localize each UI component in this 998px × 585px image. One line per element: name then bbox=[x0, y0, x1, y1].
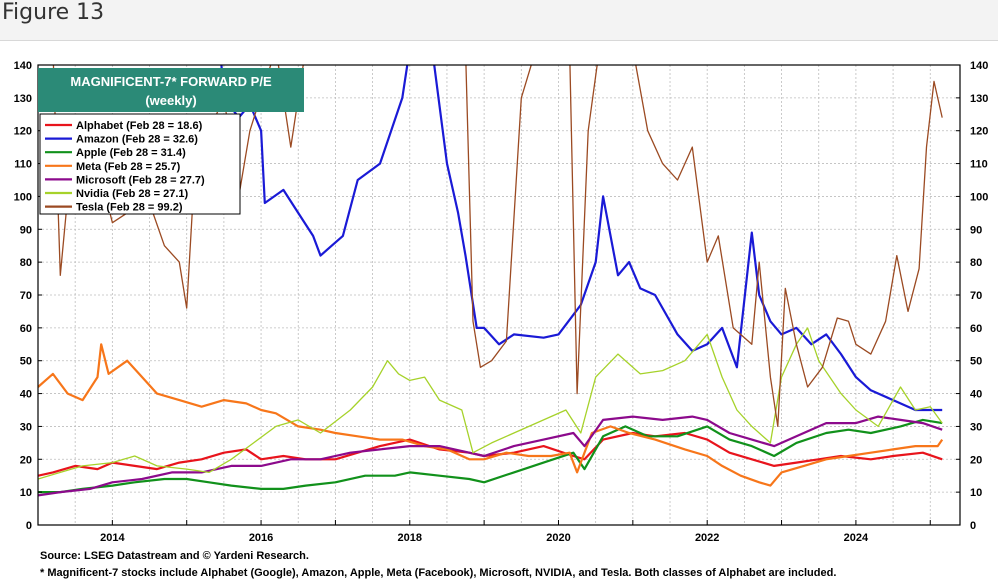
series-line-nvidia bbox=[38, 327, 943, 480]
y-tick-label-left: 90 bbox=[20, 224, 32, 236]
y-tick-label-left: 30 bbox=[20, 421, 32, 433]
y-tick-label-right: 90 bbox=[970, 224, 982, 236]
y-tick-label-right: 30 bbox=[970, 421, 982, 433]
y-tick-label-left: 80 bbox=[20, 257, 32, 269]
y-tick-label-right: 130 bbox=[970, 93, 988, 105]
y-tick-label-left: 110 bbox=[14, 159, 32, 171]
x-tick-label: 2024 bbox=[844, 532, 869, 544]
series-line-apple bbox=[38, 418, 943, 494]
series-line-meta bbox=[38, 343, 944, 487]
x-tick-label: 2014 bbox=[100, 532, 125, 544]
y-tick-label-right: 100 bbox=[970, 191, 988, 203]
y-tick-label-left: 10 bbox=[20, 487, 32, 499]
y-tick-label-left: 50 bbox=[20, 356, 32, 368]
y-tick-label-right: 20 bbox=[970, 454, 982, 466]
y-tick-label-left: 100 bbox=[14, 191, 32, 203]
legend-label-microsoft: Microsoft (Feb 28 = 27.7) bbox=[76, 174, 205, 186]
legend-box bbox=[39, 113, 241, 215]
y-tick-label-right: 50 bbox=[970, 356, 982, 368]
x-tick-label: 2020 bbox=[546, 532, 570, 544]
chart-subtitle: (weekly) bbox=[145, 93, 196, 108]
footnote: * Magnificent-7 stocks include Alphabet … bbox=[40, 567, 837, 579]
legend-label-amazon: Amazon (Feb 28 = 32.6) bbox=[76, 134, 198, 146]
y-tick-label-right: 40 bbox=[970, 389, 982, 401]
y-tick-label-left: 120 bbox=[14, 126, 32, 138]
legend-label-meta: Meta (Feb 28 = 25.7) bbox=[76, 161, 181, 173]
y-tick-label-left: 140 bbox=[14, 60, 32, 72]
chart-title-box bbox=[38, 68, 304, 112]
y-tick-label-right: 120 bbox=[970, 126, 988, 138]
y-tick-label-left: 60 bbox=[20, 323, 32, 335]
chart-title: MAGNIFICENT-7* FORWARD P/E bbox=[70, 74, 272, 89]
figure-heading: Figure 13 bbox=[2, 0, 105, 25]
y-tick-label-left: 40 bbox=[20, 389, 32, 401]
y-tick-label-right: 0 bbox=[970, 520, 976, 532]
y-tick-label-right: 80 bbox=[970, 257, 982, 269]
x-tick-label: 2016 bbox=[249, 532, 273, 544]
y-tick-label-right: 110 bbox=[970, 159, 988, 171]
y-tick-label-left: 130 bbox=[14, 93, 32, 105]
legend-label-alphabet: Alphabet (Feb 28 = 18.6) bbox=[76, 120, 203, 132]
legend-label-tesla: Tesla (Feb 28 = 99.2) bbox=[76, 202, 183, 214]
y-tick-label-left: 0 bbox=[26, 520, 32, 532]
y-tick-label-right: 70 bbox=[970, 290, 982, 302]
chart-panel: 0 0 10 10 20 20 30 30 40 40 50 50 60 60 70 70 80 80 90 90 10… bbox=[0, 40, 998, 585]
x-tick-label: 2018 bbox=[398, 532, 422, 544]
source-note: Source: LSEG Datastream and © Yardeni Re… bbox=[40, 550, 309, 562]
y-tick-label-right: 10 bbox=[970, 487, 982, 499]
series-line-microsoft bbox=[38, 415, 943, 497]
y-tick-label-left: 20 bbox=[20, 454, 32, 466]
legend-label-apple: Apple (Feb 28 = 31.4) bbox=[76, 147, 186, 159]
series-line-tesla bbox=[52, 65, 943, 428]
x-tick-label: 2022 bbox=[695, 532, 719, 544]
series-line-amazon bbox=[220, 65, 943, 412]
y-tick-label-right: 140 bbox=[970, 60, 988, 72]
y-tick-label-right: 60 bbox=[970, 323, 982, 335]
legend-label-nvidia: Nvidia (Feb 28 = 27.1) bbox=[76, 188, 189, 200]
y-tick-label-left: 70 bbox=[20, 290, 32, 302]
